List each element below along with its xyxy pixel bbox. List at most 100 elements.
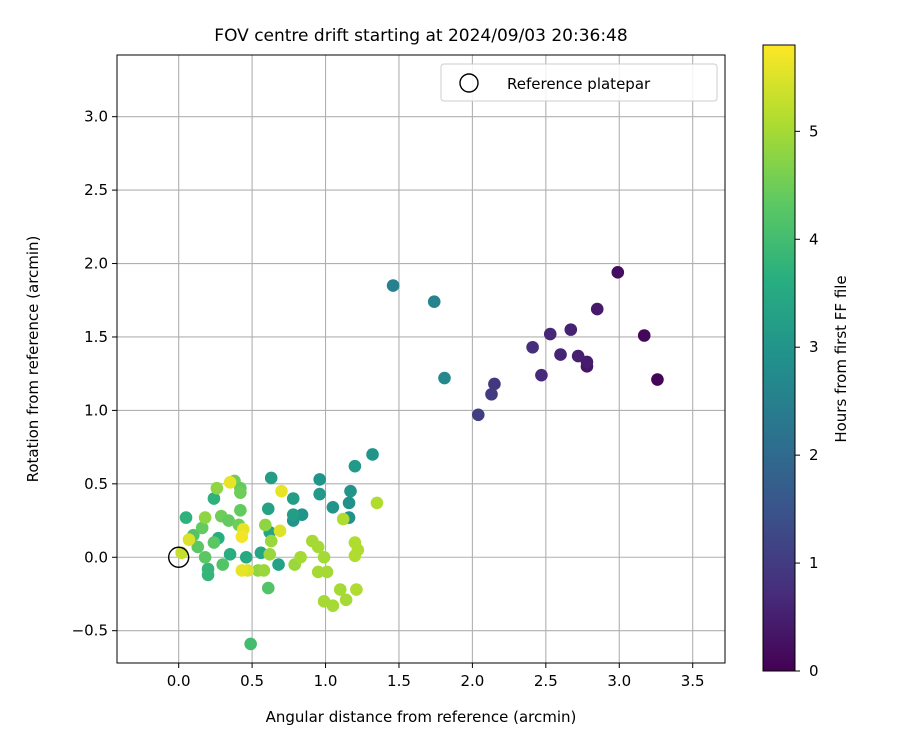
legend-reference-label: Reference platepar <box>507 75 651 93</box>
data-point <box>651 373 664 386</box>
data-point <box>198 550 212 564</box>
data-point <box>320 565 334 579</box>
data-point <box>342 496 356 510</box>
data-point <box>261 502 275 516</box>
data-point <box>244 637 257 651</box>
y-tick-label: 1.0 <box>84 401 108 419</box>
data-point <box>201 562 215 576</box>
data-point <box>275 484 288 498</box>
data-point <box>264 471 278 485</box>
data-point <box>313 473 326 486</box>
data-point <box>223 548 237 561</box>
plot-frame <box>116 54 726 664</box>
data-point <box>590 302 604 316</box>
data-point <box>264 534 278 548</box>
data-point <box>471 408 485 422</box>
data-point <box>366 448 379 461</box>
data-point <box>370 496 384 510</box>
data-point <box>339 593 353 607</box>
colorbar-tick-label: 5 <box>809 122 819 140</box>
data-point <box>526 340 539 354</box>
data-point <box>333 583 347 596</box>
colorbar-ticks: 0 1 2 3 4 5 <box>795 122 819 680</box>
chart-title: FOV centre drift starting at 2024/09/03 … <box>214 26 627 46</box>
data-point <box>611 266 625 279</box>
legend-reference-marker-icon <box>459 73 479 93</box>
data-point <box>311 540 325 554</box>
x-tick-label: 1.0 <box>314 672 338 690</box>
x-tick-label: 2.5 <box>534 672 558 690</box>
data-point <box>348 459 362 473</box>
data-point <box>216 558 230 571</box>
data-point <box>195 521 209 535</box>
data-point <box>207 536 221 549</box>
legend: Reference platepar <box>440 63 718 102</box>
y-axis-ticks: −0.5 0.0 0.5 1.0 1.5 2.0 2.5 3.0 <box>72 108 117 640</box>
data-point <box>326 501 340 514</box>
x-tick-label: 0.5 <box>240 672 264 690</box>
data-point <box>571 349 585 363</box>
colorbar-tick-label: 3 <box>809 338 819 356</box>
data-point <box>350 583 363 596</box>
x-axis-ticks: 0.0 0.5 1.0 1.5 2.0 2.5 3.0 3.5 <box>167 663 705 690</box>
y-tick-label: 3.0 <box>84 108 108 126</box>
data-point <box>344 484 357 498</box>
data-point <box>311 565 325 579</box>
colorbar <box>762 44 796 672</box>
data-point <box>182 533 196 546</box>
data-point <box>210 481 224 495</box>
colorbar-tick-label: 4 <box>809 230 819 248</box>
y-tick-label: −0.5 <box>72 622 108 640</box>
data-point <box>234 486 247 499</box>
data-point <box>564 323 578 336</box>
data-point <box>313 487 326 501</box>
data-point <box>191 540 205 554</box>
data-point <box>259 518 272 532</box>
x-tick-label: 0.0 <box>167 672 191 690</box>
data-point <box>235 530 249 544</box>
data-point <box>272 558 285 571</box>
reference-marker-group <box>167 546 190 568</box>
data-point <box>261 581 275 595</box>
x-tick-label: 3.0 <box>607 672 631 690</box>
data-point <box>198 511 212 524</box>
data-point <box>239 550 253 564</box>
legend-box <box>440 63 718 102</box>
data-point <box>637 329 651 342</box>
data-point <box>438 371 451 385</box>
y-tick-label: 0.5 <box>84 475 108 493</box>
data-point <box>263 548 277 561</box>
y-tick-label: 1.5 <box>84 328 108 346</box>
colorbar-label: Hours from first FF file <box>832 275 850 442</box>
data-point <box>294 550 307 564</box>
data-point <box>427 295 441 309</box>
y-tick-label: 2.5 <box>84 181 108 199</box>
data-point <box>222 514 235 527</box>
data-point <box>257 564 271 577</box>
data-point <box>286 492 300 505</box>
colorbar-tick-label: 0 <box>809 662 819 680</box>
data-point <box>485 387 498 401</box>
data-point <box>535 368 548 382</box>
data-point <box>207 492 221 505</box>
y-tick-label: 0.0 <box>84 548 108 566</box>
data-point <box>351 543 365 557</box>
data-point <box>234 503 247 517</box>
reference-platepar-marker <box>167 546 190 568</box>
x-axis-label: Angular distance from reference (arcmin) <box>266 708 577 726</box>
data-point <box>543 327 557 341</box>
x-tick-label: 3.5 <box>681 672 705 690</box>
data-point <box>488 377 501 391</box>
data-point <box>286 508 300 521</box>
data-point <box>179 511 193 524</box>
x-tick-label: 1.5 <box>387 672 411 690</box>
data-point <box>554 348 567 361</box>
data-point <box>175 546 188 560</box>
data-point <box>336 512 350 526</box>
data-point <box>223 476 237 489</box>
data-point <box>273 524 287 538</box>
colorbar-tick-label: 1 <box>809 554 819 572</box>
data-points <box>175 266 664 651</box>
y-axis-label: Rotation from reference (arcmin) <box>24 236 42 483</box>
